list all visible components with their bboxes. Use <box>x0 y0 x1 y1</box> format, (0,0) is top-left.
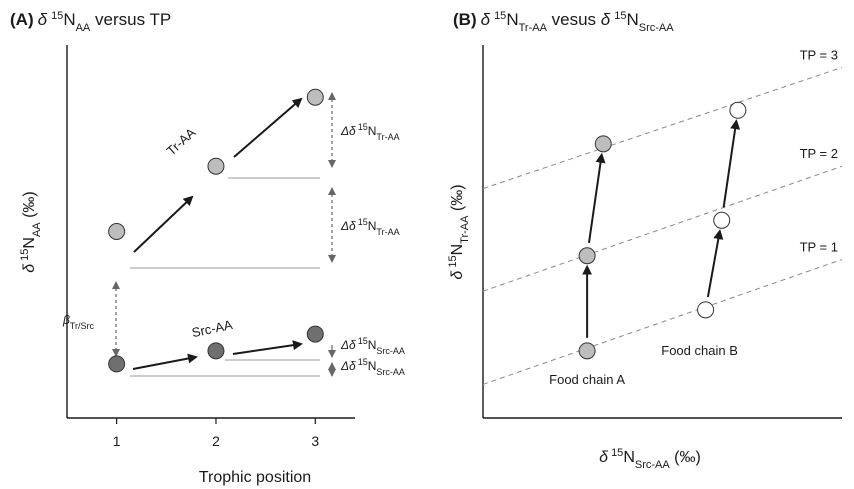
delta-tr-upper-label: Δδ 15NTr-AA <box>340 122 400 142</box>
panel-b-y-title-unit: (‰) <box>449 184 466 215</box>
delta-src-upper-mass: 15 <box>358 336 368 346</box>
panel-a-title: (A) δ 15NAA versus TP <box>10 10 171 34</box>
panel-b-title-delta-2: δ <box>601 10 611 29</box>
delta-src-lower-element: N <box>368 359 377 373</box>
panel-a-title-subscript: AA <box>76 22 91 34</box>
trend-arrow <box>132 353 198 370</box>
panel-b-x-title-delta: δ <box>599 449 609 466</box>
panel-a-x-title: Trophic position <box>199 469 311 486</box>
food-chain-arrow <box>706 229 724 298</box>
tr-aa-point <box>108 223 126 240</box>
delta-tr-upper-symbol: Δδ <box>340 124 356 138</box>
trend-arrow <box>232 340 303 355</box>
panel-a-title-delta: δ <box>38 10 48 29</box>
delta-tr-lower-mass: 15 <box>358 217 368 227</box>
delta-src-lower-subscript: Src-AA <box>376 367 405 377</box>
panel-a-title-rest: versus TP <box>90 10 171 29</box>
panel-a-y-title: δ 15NAA (‰) <box>19 191 43 273</box>
panel-b-title-element-1: N <box>506 10 518 29</box>
panel-b-y-title-delta: δ <box>449 270 466 280</box>
food-chain-a-point <box>594 135 612 153</box>
delta-tr-upper-mass: 15 <box>358 122 368 132</box>
panel-b-y-title: δ 15NTr-AA (‰) <box>447 184 471 279</box>
beta-subscript: Tr/Src <box>70 321 95 331</box>
delta-src-lower-label: Δδ 15NSrc-AA <box>340 357 405 377</box>
food-chain-a-point <box>578 247 596 265</box>
panel-b-title-delta-1: δ <box>481 10 491 29</box>
panel-a-y-title-subscript: AA <box>31 222 43 237</box>
panel-a-y-title-delta: δ <box>21 263 38 273</box>
panel-b: (B) δ 15NTr-AA vesus δ 15NSrc-AA δ 15NSrc-AA… <box>447 10 843 471</box>
panel-b-title-subscript-2: Src-AA <box>639 22 675 34</box>
food-chain-b-point <box>713 211 731 229</box>
panel-a-guides <box>112 92 336 377</box>
tp-label: TP = 1 <box>800 239 838 254</box>
delta-src-upper-symbol: Δδ <box>340 338 356 352</box>
food-chain-label: Food chain A <box>549 372 625 387</box>
x-tick-label: 2 <box>212 433 220 449</box>
beta-symbol: β <box>62 313 70 327</box>
panel-b-x-title-subscript: Src-AA <box>635 459 671 471</box>
food-chain-arrow <box>587 152 606 244</box>
panel-b-title-mass-1: 15 <box>494 10 506 22</box>
panel-b-y-title-mass: 15 <box>447 255 459 267</box>
src-aa-series-label: Src-AA <box>190 317 234 340</box>
src-aa-point <box>207 342 225 360</box>
panel-b-y-title-element: N <box>449 244 466 256</box>
tp-label: TP = 3 <box>800 47 838 62</box>
tr-aa-series-label: Tr-AA <box>164 125 199 159</box>
tp-reference-line <box>482 165 843 292</box>
tp-reference-line <box>482 66 843 190</box>
delta-tr-lower-symbol: Δδ <box>340 219 356 233</box>
food-chain-arrow <box>722 119 741 208</box>
panel-b-label: (B) <box>453 10 477 29</box>
trend-arrow <box>133 195 194 253</box>
panel-b-title-subscript-1: Tr-AA <box>519 22 548 34</box>
delta-src-upper-element: N <box>368 338 377 352</box>
delta-src-lower-symbol: Δδ <box>340 359 356 373</box>
panel-b-x-title: δ 15NSrc-AA (‰) <box>599 447 701 471</box>
food-chain-b-point <box>729 101 747 119</box>
panel-a-y-title-unit: (‰) <box>21 191 38 222</box>
panel-b-title-mass-2: 15 <box>614 10 626 22</box>
panel-a-title-element: N <box>63 10 75 29</box>
panel-b-x-title-element: N <box>623 449 635 466</box>
tr-aa-point <box>207 157 225 175</box>
food-chain-b-point <box>697 301 715 319</box>
delta-tr-upper-element: N <box>368 124 377 138</box>
food-chain-a-point <box>578 342 596 360</box>
panel-b-y-title-subscript: Tr-AA <box>459 215 471 244</box>
x-tick-label: 3 <box>311 433 319 449</box>
delta-src-upper-label: Δδ 15NSrc-AA <box>340 336 405 356</box>
delta-tr-lower-element: N <box>368 219 377 233</box>
panel-b-title-connector: vesus <box>547 10 601 29</box>
tp-label: TP = 2 <box>800 146 838 161</box>
tp-reference-line <box>482 259 843 385</box>
delta-src-lower-mass: 15 <box>358 357 368 367</box>
x-tick-label: 1 <box>113 433 121 449</box>
food-chain-label: Food chain B <box>661 343 738 358</box>
panel-a-title-mass: 15 <box>51 10 63 22</box>
panel-a-label: (A) <box>10 10 34 29</box>
src-aa-point <box>306 325 324 343</box>
tr-aa-point <box>306 88 324 106</box>
panel-b-title-element-2: N <box>626 10 638 29</box>
panel-a-y-title-element: N <box>21 237 38 249</box>
panel-a-y-title-mass: 15 <box>19 249 31 261</box>
delta-tr-upper-subscript: Tr-AA <box>376 132 399 142</box>
panel-b-title: (B) δ 15NTr-AA vesus δ 15NSrc-AA <box>453 10 674 34</box>
beta-label: βTr/Src <box>62 313 95 331</box>
panel-b-x-title-mass: 15 <box>611 447 623 459</box>
delta-tr-lower-subscript: Tr-AA <box>376 227 399 237</box>
delta-src-upper-subscript: Src-AA <box>376 346 405 356</box>
src-aa-point <box>108 355 126 373</box>
trend-arrow <box>233 97 303 158</box>
panel-b-x-title-unit: (‰) <box>670 449 701 466</box>
delta-tr-lower-label: Δδ 15NTr-AA <box>340 217 400 237</box>
